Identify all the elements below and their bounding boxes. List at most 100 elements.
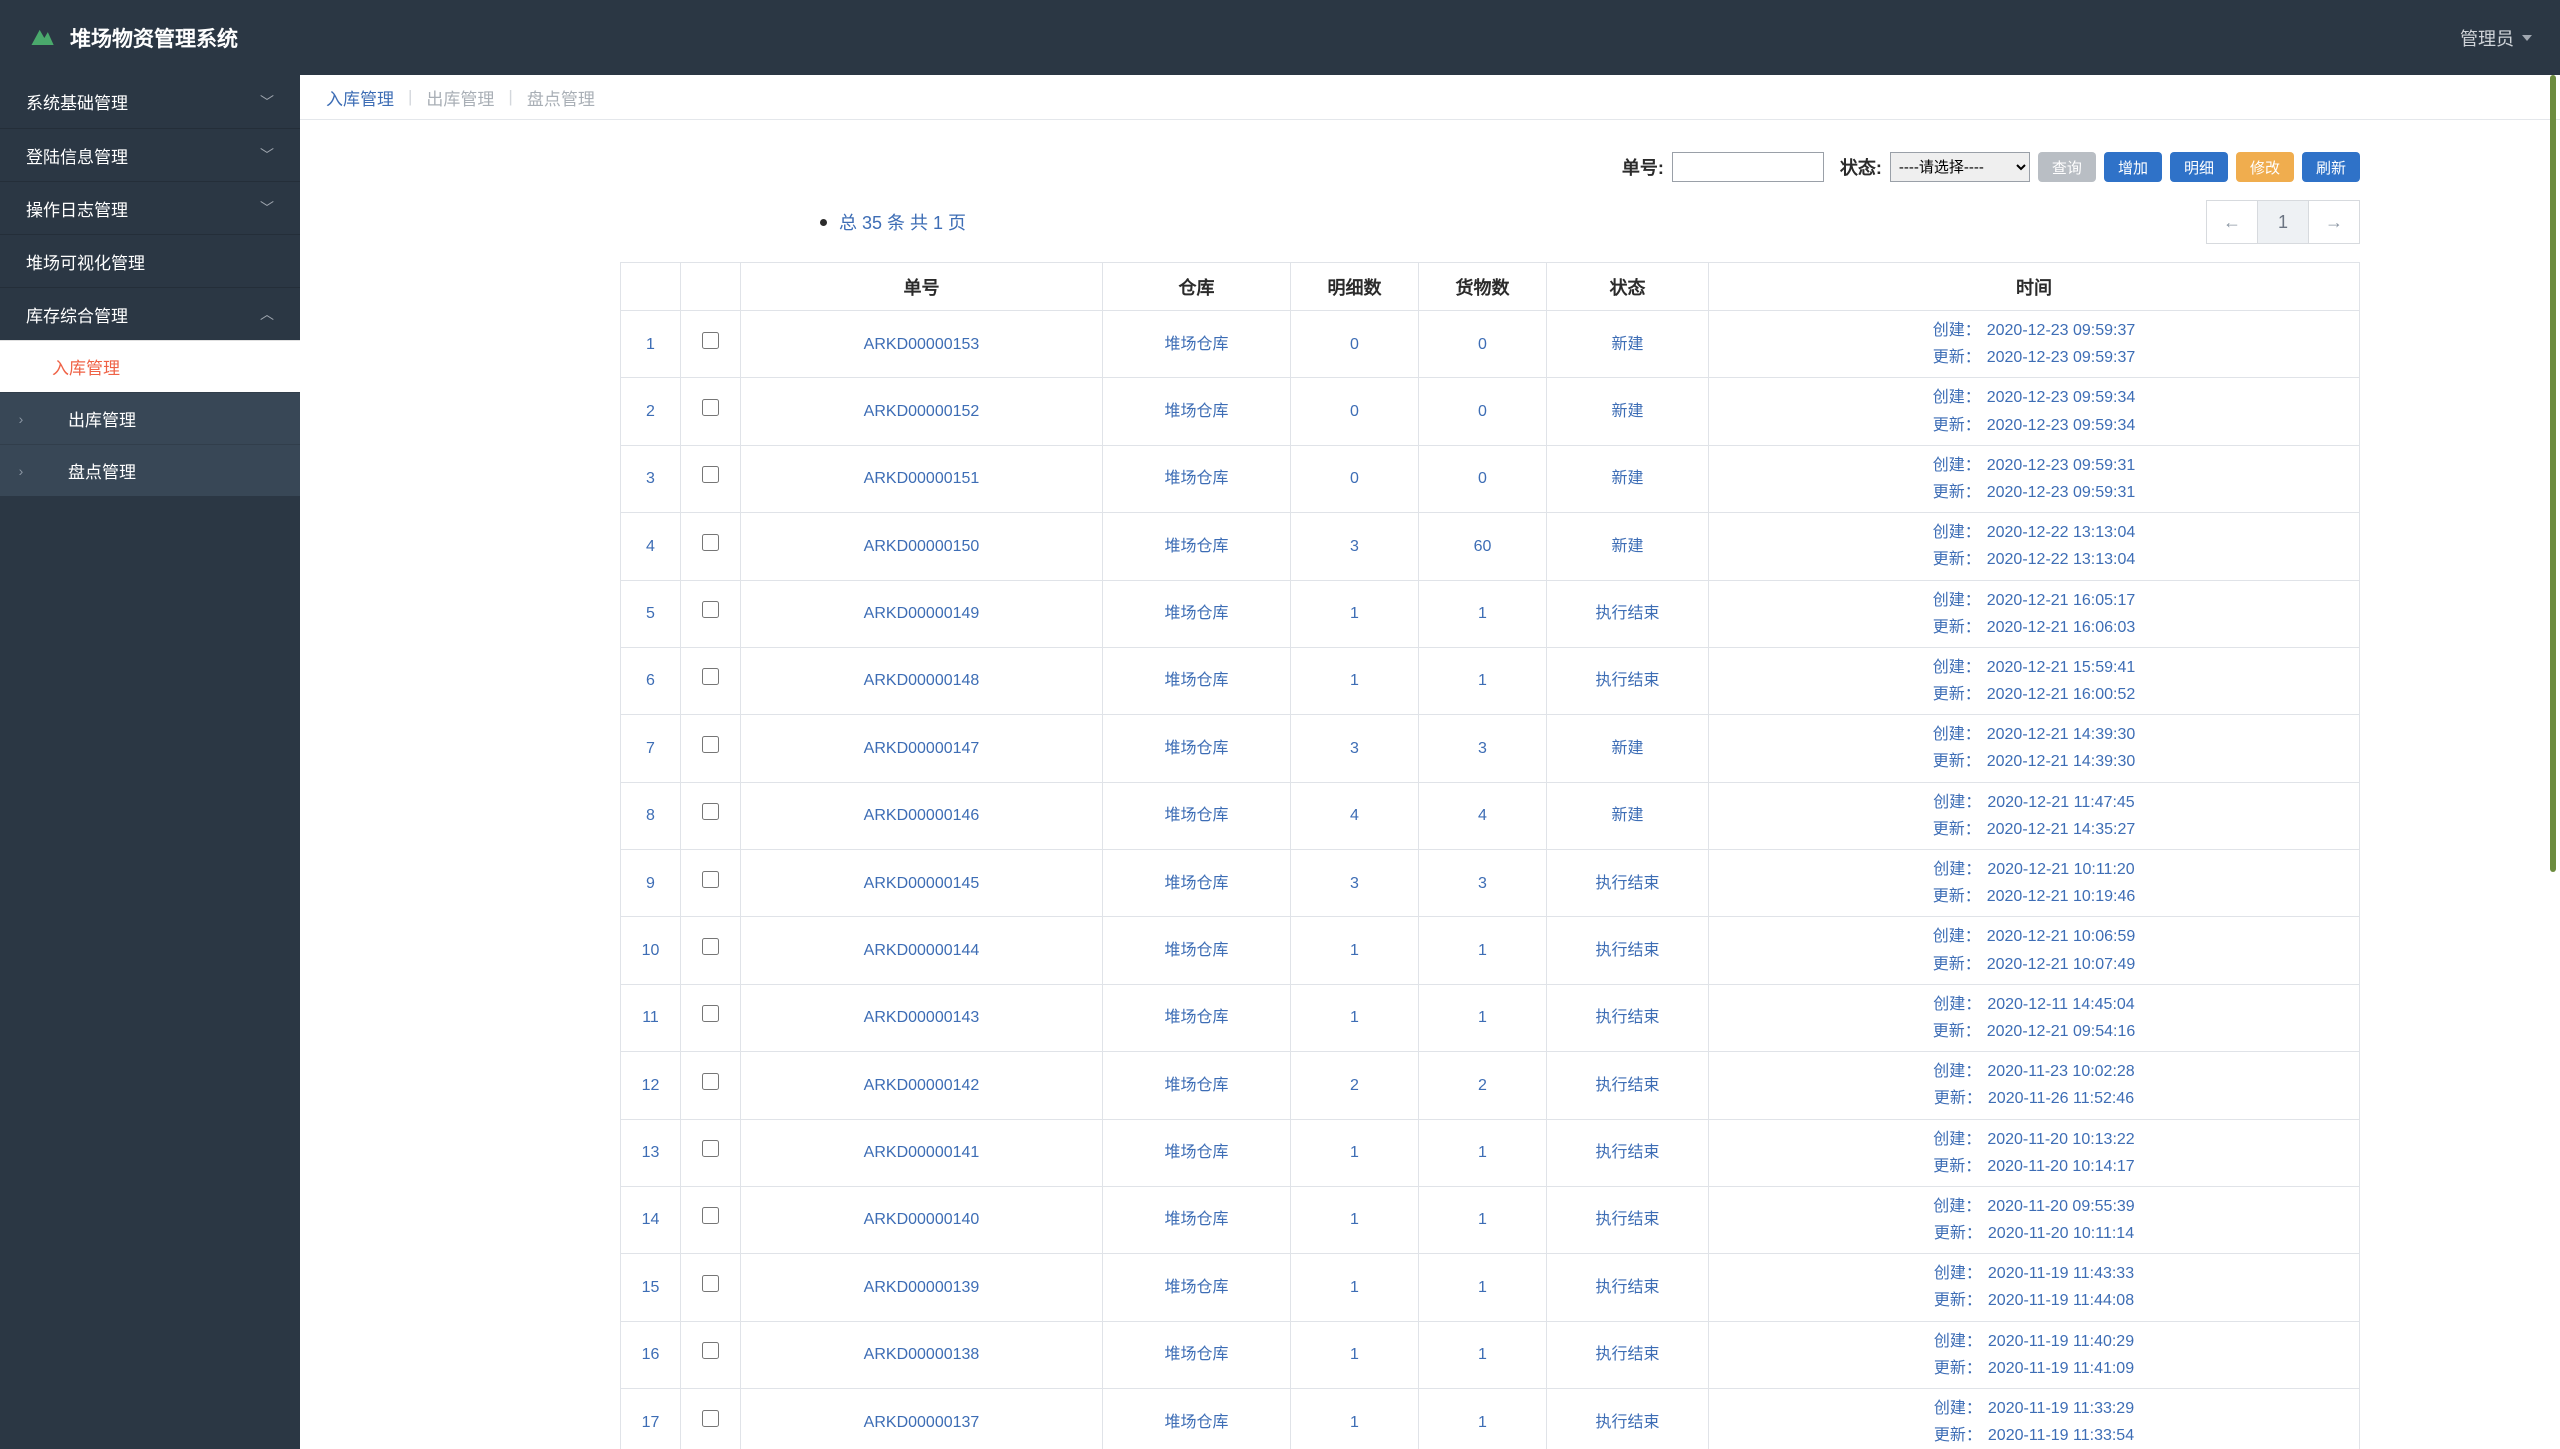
- cell-order[interactable]: ARKD00000141: [741, 1119, 1103, 1186]
- cell-status[interactable]: 执行结束: [1547, 1321, 1709, 1388]
- cell-detail-count[interactable]: 3: [1291, 513, 1419, 580]
- row-checkbox[interactable]: [702, 1207, 719, 1224]
- cell-status[interactable]: 执行结束: [1547, 984, 1709, 1051]
- cell-goods-count[interactable]: 1: [1419, 647, 1547, 714]
- cell-goods-count[interactable]: 1: [1419, 1254, 1547, 1321]
- cell-warehouse[interactable]: 堆场仓库: [1103, 850, 1291, 917]
- cell-goods-count[interactable]: 0: [1419, 311, 1547, 378]
- row-checkbox[interactable]: [702, 399, 719, 416]
- cell-detail-count[interactable]: 1: [1291, 647, 1419, 714]
- menu-item[interactable]: 库存综合管理︿: [0, 287, 300, 340]
- cell-order[interactable]: ARKD00000153: [741, 311, 1103, 378]
- row-checkbox[interactable]: [702, 332, 719, 349]
- edit-button[interactable]: 修改: [2236, 152, 2294, 182]
- cell-status[interactable]: 新建: [1547, 513, 1709, 580]
- pager-next[interactable]: →: [2308, 200, 2360, 244]
- cell-status[interactable]: 新建: [1547, 311, 1709, 378]
- cell-order[interactable]: ARKD00000139: [741, 1254, 1103, 1321]
- cell-goods-count[interactable]: 1: [1419, 580, 1547, 647]
- cell-status[interactable]: 执行结束: [1547, 1119, 1709, 1186]
- query-button[interactable]: 查询: [2038, 152, 2096, 182]
- row-checkbox[interactable]: [702, 1275, 719, 1292]
- row-checkbox[interactable]: [702, 601, 719, 618]
- cell-detail-count[interactable]: 3: [1291, 715, 1419, 782]
- cell-order[interactable]: ARKD00000144: [741, 917, 1103, 984]
- cell-order[interactable]: ARKD00000145: [741, 850, 1103, 917]
- row-checkbox[interactable]: [702, 1073, 719, 1090]
- cell-detail-count[interactable]: 1: [1291, 580, 1419, 647]
- refresh-button[interactable]: 刷新: [2302, 152, 2360, 182]
- cell-warehouse[interactable]: 堆场仓库: [1103, 984, 1291, 1051]
- cell-goods-count[interactable]: 1: [1419, 984, 1547, 1051]
- user-menu[interactable]: 管理员: [2460, 25, 2532, 51]
- cell-status[interactable]: 执行结束: [1547, 917, 1709, 984]
- cell-goods-count[interactable]: 1: [1419, 917, 1547, 984]
- cell-warehouse[interactable]: 堆场仓库: [1103, 647, 1291, 714]
- menu-item[interactable]: 登陆信息管理﹀: [0, 128, 300, 181]
- row-checkbox[interactable]: [702, 668, 719, 685]
- cell-detail-count[interactable]: 1: [1291, 1186, 1419, 1253]
- cell-status[interactable]: 新建: [1547, 782, 1709, 849]
- menu-item[interactable]: 操作日志管理﹀: [0, 181, 300, 234]
- cell-order[interactable]: ARKD00000147: [741, 715, 1103, 782]
- cell-detail-count[interactable]: 1: [1291, 1389, 1419, 1449]
- row-checkbox[interactable]: [702, 534, 719, 551]
- row-checkbox[interactable]: [702, 1140, 719, 1157]
- cell-warehouse[interactable]: 堆场仓库: [1103, 445, 1291, 512]
- cell-detail-count[interactable]: 3: [1291, 850, 1419, 917]
- cell-order[interactable]: ARKD00000152: [741, 378, 1103, 445]
- submenu-item[interactable]: ›盘点管理: [0, 444, 300, 496]
- cell-warehouse[interactable]: 堆场仓库: [1103, 580, 1291, 647]
- cell-warehouse[interactable]: 堆场仓库: [1103, 917, 1291, 984]
- cell-status[interactable]: 执行结束: [1547, 1254, 1709, 1321]
- cell-detail-count[interactable]: 0: [1291, 311, 1419, 378]
- cell-goods-count[interactable]: 1: [1419, 1389, 1547, 1449]
- cell-warehouse[interactable]: 堆场仓库: [1103, 1186, 1291, 1253]
- cell-order[interactable]: ARKD00000148: [741, 647, 1103, 714]
- cell-order[interactable]: ARKD00000146: [741, 782, 1103, 849]
- cell-warehouse[interactable]: 堆场仓库: [1103, 782, 1291, 849]
- row-checkbox[interactable]: [702, 871, 719, 888]
- cell-warehouse[interactable]: 堆场仓库: [1103, 1389, 1291, 1449]
- cell-detail-count[interactable]: 1: [1291, 1321, 1419, 1388]
- cell-detail-count[interactable]: 0: [1291, 445, 1419, 512]
- cell-order[interactable]: ARKD00000149: [741, 580, 1103, 647]
- cell-warehouse[interactable]: 堆场仓库: [1103, 1119, 1291, 1186]
- pager-page-1[interactable]: 1: [2257, 200, 2309, 244]
- cell-goods-count[interactable]: 1: [1419, 1186, 1547, 1253]
- cell-status[interactable]: 执行结束: [1547, 580, 1709, 647]
- cell-goods-count[interactable]: 1: [1419, 1119, 1547, 1186]
- cell-goods-count[interactable]: 3: [1419, 850, 1547, 917]
- cell-detail-count[interactable]: 4: [1291, 782, 1419, 849]
- cell-goods-count[interactable]: 2: [1419, 1052, 1547, 1119]
- status-select[interactable]: ----请选择----: [1890, 152, 2030, 182]
- cell-detail-count[interactable]: 1: [1291, 1254, 1419, 1321]
- cell-status[interactable]: 新建: [1547, 445, 1709, 512]
- cell-status[interactable]: 新建: [1547, 715, 1709, 782]
- cell-order[interactable]: ARKD00000151: [741, 445, 1103, 512]
- row-checkbox[interactable]: [702, 1342, 719, 1359]
- cell-goods-count[interactable]: 1: [1419, 1321, 1547, 1388]
- cell-warehouse[interactable]: 堆场仓库: [1103, 311, 1291, 378]
- add-button[interactable]: 增加: [2104, 152, 2162, 182]
- menu-item[interactable]: 系统基础管理﹀: [0, 75, 300, 128]
- cell-detail-count[interactable]: 0: [1291, 378, 1419, 445]
- pager-prev[interactable]: ←: [2206, 200, 2258, 244]
- cell-status[interactable]: 执行结束: [1547, 1389, 1709, 1449]
- scrollbar[interactable]: [2550, 75, 2556, 1449]
- cell-status[interactable]: 执行结束: [1547, 850, 1709, 917]
- cell-goods-count[interactable]: 60: [1419, 513, 1547, 580]
- cell-order[interactable]: ARKD00000142: [741, 1052, 1103, 1119]
- cell-goods-count[interactable]: 3: [1419, 715, 1547, 782]
- cell-status[interactable]: 新建: [1547, 378, 1709, 445]
- cell-status[interactable]: 执行结束: [1547, 1186, 1709, 1253]
- row-checkbox[interactable]: [702, 1410, 719, 1427]
- menu-item[interactable]: 堆场可视化管理: [0, 234, 300, 287]
- row-checkbox[interactable]: [702, 1005, 719, 1022]
- cell-order[interactable]: ARKD00000143: [741, 984, 1103, 1051]
- cell-detail-count[interactable]: 1: [1291, 917, 1419, 984]
- cell-goods-count[interactable]: 0: [1419, 445, 1547, 512]
- cell-order[interactable]: ARKD00000140: [741, 1186, 1103, 1253]
- cell-warehouse[interactable]: 堆场仓库: [1103, 715, 1291, 782]
- row-checkbox[interactable]: [702, 803, 719, 820]
